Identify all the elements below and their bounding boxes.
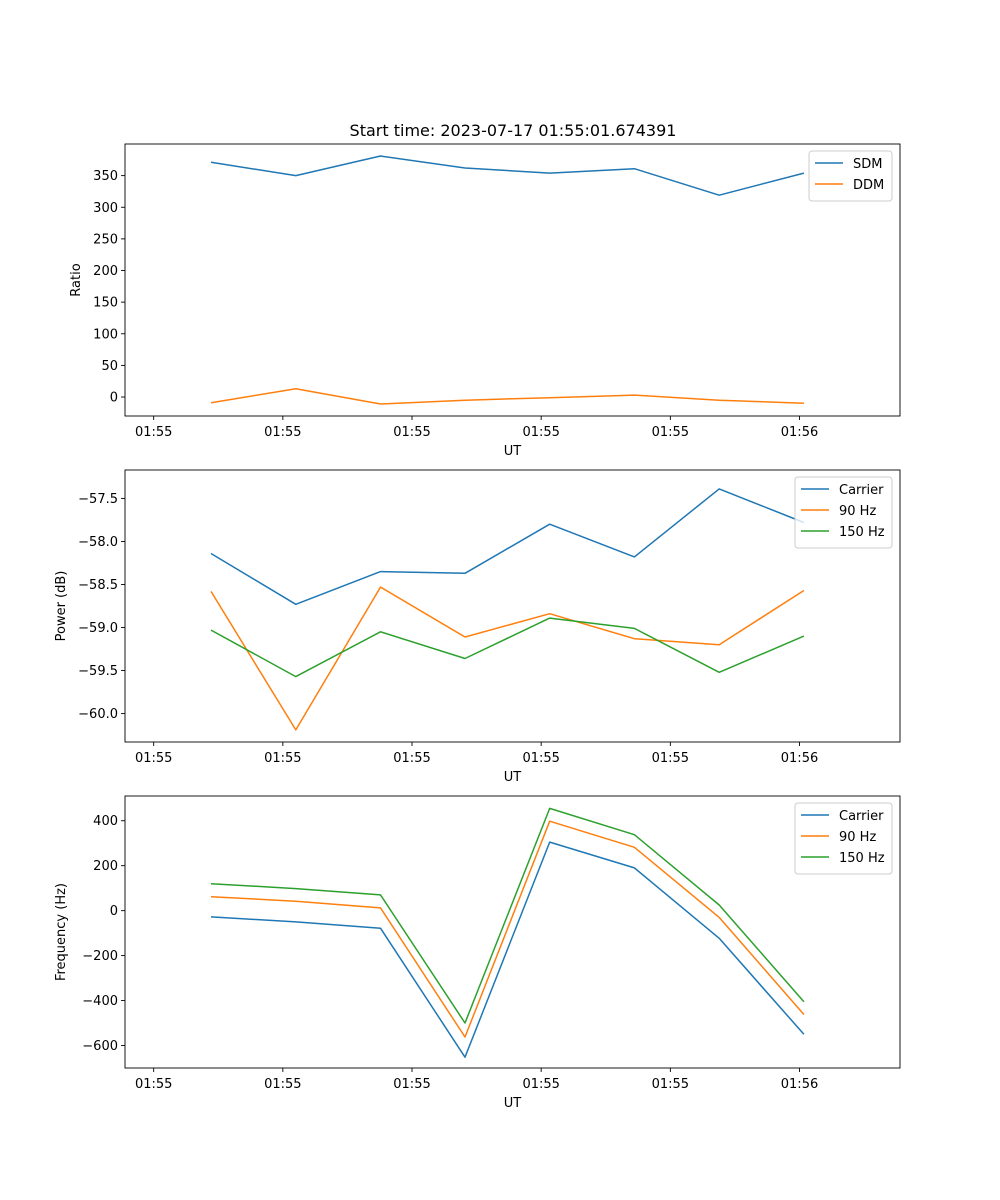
y-tick-label: 300 xyxy=(93,201,118,216)
x-tick-label: 01:55 xyxy=(652,1077,689,1092)
y-tick-label: −60.0 xyxy=(78,707,118,722)
y-axis-label: Power (dB) xyxy=(54,571,69,642)
legend-entry: Carrier xyxy=(839,483,884,498)
series-line-90-hz xyxy=(210,820,805,1038)
y-tick-label: 0 xyxy=(110,391,118,406)
legend-entry: SDM xyxy=(853,157,882,172)
series-line-150-hz xyxy=(210,617,805,678)
x-axis-label: UT xyxy=(504,444,522,459)
x-tick-label: 01:55 xyxy=(264,751,301,766)
y-axis-label: Ratio xyxy=(69,263,84,296)
x-tick-label: 01:56 xyxy=(781,751,818,766)
x-tick-label: 01:55 xyxy=(135,751,172,766)
legend-entry: 150 Hz xyxy=(839,851,885,866)
series-line-150-hz xyxy=(210,807,805,1024)
y-tick-label: 50 xyxy=(101,359,118,374)
x-tick-label: 01:55 xyxy=(522,1077,559,1092)
axes-frame xyxy=(124,143,901,417)
y-tick-label: 150 xyxy=(93,296,118,311)
y-tick-label: −59.5 xyxy=(78,664,118,679)
axes-frame xyxy=(124,795,901,1069)
x-tick-label: 01:56 xyxy=(781,1077,818,1092)
y-tick-label: −59.0 xyxy=(78,621,118,636)
series-line-carrier xyxy=(210,488,805,606)
y-tick-label: −600 xyxy=(82,1039,118,1054)
legend-entry: Carrier xyxy=(839,809,884,824)
y-tick-label: 100 xyxy=(93,327,118,342)
y-tick-label: −58.0 xyxy=(78,535,118,550)
x-tick-label: 01:55 xyxy=(393,1077,430,1092)
y-axis-label: Frequency (Hz) xyxy=(54,883,69,981)
y-tick-label: 250 xyxy=(93,232,118,247)
x-tick-label: 01:55 xyxy=(135,1077,172,1092)
legend: Carrier 90 Hz 150 Hz xyxy=(794,476,893,549)
x-tick-label: 01:55 xyxy=(264,1077,301,1092)
legend-entry: 150 Hz xyxy=(839,525,885,540)
x-axis-label: UT xyxy=(504,770,522,785)
subplot-3: 01:55 01:55 01:55 01:55 01:55 01:56 −600 −400 −2… xyxy=(54,795,901,1111)
x-tick-label: 01:56 xyxy=(781,425,818,440)
y-tick-label: 0 xyxy=(110,904,118,919)
y-tick-label: 200 xyxy=(93,264,118,279)
legend-entry: DDM xyxy=(853,178,884,193)
y-tick-label: 400 xyxy=(93,814,118,829)
x-axis-label: UT xyxy=(504,1096,522,1111)
y-tick-label: −57.5 xyxy=(78,492,118,507)
legend: SDM DDM xyxy=(808,150,893,202)
axes-frame xyxy=(124,469,901,743)
x-tick-label: 01:55 xyxy=(652,425,689,440)
series-line-sdm xyxy=(210,155,805,196)
subplot-2: 01:55 01:55 01:55 01:55 01:55 01:56 −60.0 −59.5… xyxy=(54,469,901,785)
series-line-carrier xyxy=(210,841,805,1058)
legend-entry: 90 Hz xyxy=(839,830,876,845)
x-tick-label: 01:55 xyxy=(264,425,301,440)
x-tick-label: 01:55 xyxy=(393,751,430,766)
x-tick-label: 01:55 xyxy=(522,751,559,766)
chart-title: Start time: 2023-07-17 01:55:01.674391 xyxy=(350,121,677,140)
x-tick-label: 01:55 xyxy=(135,425,172,440)
y-tick-label: 200 xyxy=(93,859,118,874)
legend: Carrier 90 Hz 150 Hz xyxy=(794,802,893,875)
y-tick-label: −200 xyxy=(82,949,118,964)
legend-entry: 90 Hz xyxy=(839,504,876,519)
x-tick-label: 01:55 xyxy=(652,751,689,766)
x-tick-label: 01:55 xyxy=(522,425,559,440)
series-line-ddm xyxy=(210,388,804,405)
y-tick-label: −400 xyxy=(82,994,118,1009)
x-tick-label: 01:55 xyxy=(393,425,430,440)
y-tick-label: −58.5 xyxy=(78,578,118,593)
subplot-1: 01:55 01:55 01:55 01:55 01:55 01:56 0 50 100 150 2… xyxy=(69,143,901,459)
series-line-90-hz xyxy=(210,586,805,731)
y-tick-label: 350 xyxy=(93,169,118,184)
